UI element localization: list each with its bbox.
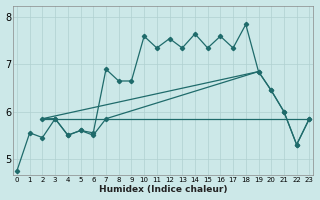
X-axis label: Humidex (Indice chaleur): Humidex (Indice chaleur): [99, 185, 228, 194]
